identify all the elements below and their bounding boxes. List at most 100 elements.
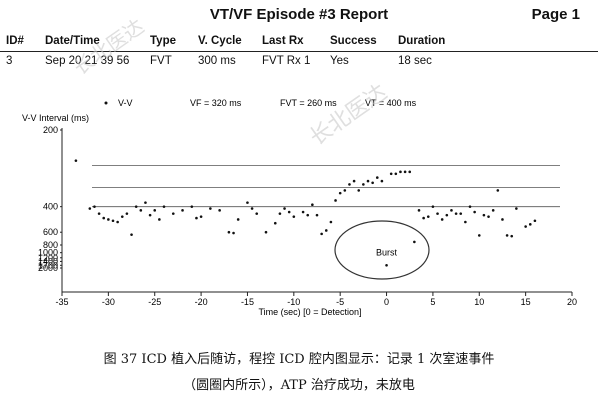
- data-point: [450, 209, 453, 212]
- data-point: [301, 210, 305, 214]
- data-point: [111, 219, 115, 223]
- x-tick-label: -35: [55, 297, 68, 307]
- y-axis-label: V-V Interval (ms): [22, 113, 89, 123]
- legend-series-label: V-V: [118, 98, 133, 108]
- cell-vcycle: 300 ms: [198, 55, 236, 67]
- figure-caption-line2: （圆圈内所示），ATP 治疗成功，未放电: [183, 378, 415, 393]
- data-point: [153, 209, 157, 212]
- data-point: [97, 212, 101, 215]
- data-point: [380, 179, 384, 183]
- data-point: [487, 215, 490, 218]
- cell-type: FVT: [150, 55, 172, 67]
- data-point: [199, 215, 203, 218]
- data-point: [389, 172, 393, 176]
- data-point: [324, 229, 328, 232]
- data-point: [93, 205, 96, 208]
- data-point: [246, 201, 249, 204]
- data-point: [320, 232, 323, 236]
- data-point: [482, 213, 486, 217]
- header-duration: Duration: [398, 35, 446, 47]
- data-point: [306, 213, 310, 217]
- data-point: [148, 213, 152, 217]
- cell-duration: 18 sec: [398, 55, 432, 67]
- data-point: [524, 225, 527, 228]
- legend-vf: VF = 320 ms: [190, 98, 242, 108]
- data-point: [227, 230, 231, 234]
- data-point: [496, 189, 500, 192]
- data-point: [505, 234, 509, 237]
- x-tick-label: 0: [384, 297, 389, 307]
- data-point: [454, 212, 458, 215]
- data-point: [334, 199, 337, 202]
- data-points: [74, 159, 537, 267]
- data-point: [348, 183, 351, 186]
- cell-success: Yes: [330, 55, 349, 67]
- data-point: [273, 221, 277, 225]
- data-point: [440, 218, 444, 221]
- data-point: [422, 216, 425, 220]
- table-header-row: ID# Date/Time Type V. Cycle Last Rx Succ…: [0, 35, 598, 51]
- zone-lines: [92, 164, 560, 208]
- data-point: [468, 205, 472, 208]
- data-point: [144, 201, 147, 204]
- data-point: [120, 215, 124, 218]
- x-tick-label: 5: [430, 297, 435, 307]
- data-point: [329, 220, 333, 224]
- cell-last-rx: FVT Rx 1: [262, 55, 311, 67]
- data-point: [352, 179, 356, 183]
- x-tick-label: -5: [336, 297, 344, 307]
- data-point: [139, 209, 143, 212]
- data-point: [445, 213, 449, 217]
- data-point: [394, 172, 398, 176]
- data-point: [375, 176, 379, 179]
- data-point: [158, 218, 161, 221]
- table-rule: [0, 51, 598, 52]
- data-point: [473, 210, 476, 214]
- data-point: [264, 230, 268, 234]
- data-point: [431, 205, 435, 208]
- y-tick-label: 2000: [38, 263, 58, 273]
- data-point: [533, 219, 537, 223]
- data-point: [413, 240, 416, 244]
- header-id: ID#: [6, 35, 24, 47]
- episode-circle: [334, 220, 430, 280]
- data-point: [195, 216, 198, 220]
- figure-caption-line1: 图 37 ICD 植入后随访，程控 ICD 腔内图显示：记录 1 次室速事件: [103, 352, 495, 367]
- y-tick-label: 400: [43, 202, 58, 212]
- data-point: [125, 212, 129, 215]
- data-point: [371, 181, 374, 185]
- data-point: [287, 210, 291, 214]
- y-tick-label: 1400: [38, 256, 58, 266]
- data-point: [283, 207, 286, 210]
- data-point: [116, 220, 119, 224]
- data-point: [311, 203, 314, 207]
- x-tick-label: -10: [287, 297, 300, 307]
- header-last-rx: Last Rx: [262, 35, 304, 47]
- data-point: [134, 205, 138, 208]
- data-point: [315, 213, 319, 217]
- data-point: [464, 220, 467, 224]
- data-point: [362, 183, 365, 186]
- x-axis-label: Time (sec) [0 = Detection]: [259, 307, 362, 317]
- data-point: [292, 215, 296, 218]
- data-point: [218, 209, 221, 212]
- y-tick-label: 1700: [38, 260, 58, 270]
- cell-datetime: Sep 20 21 39 56: [45, 55, 130, 67]
- data-point: [278, 212, 282, 215]
- data-point: [385, 263, 388, 267]
- data-point: [477, 234, 481, 237]
- x-tick-label: 15: [521, 297, 531, 307]
- data-point: [232, 231, 235, 235]
- data-point: [255, 212, 259, 215]
- data-point: [209, 207, 212, 210]
- data-point: [417, 209, 421, 212]
- data-point: [436, 212, 439, 215]
- data-point: [510, 234, 514, 238]
- data-point: [107, 218, 110, 221]
- data-point: [491, 209, 495, 212]
- data-point: [357, 189, 361, 192]
- x-tick-label: 20: [567, 297, 577, 307]
- legend-marker: [104, 101, 108, 105]
